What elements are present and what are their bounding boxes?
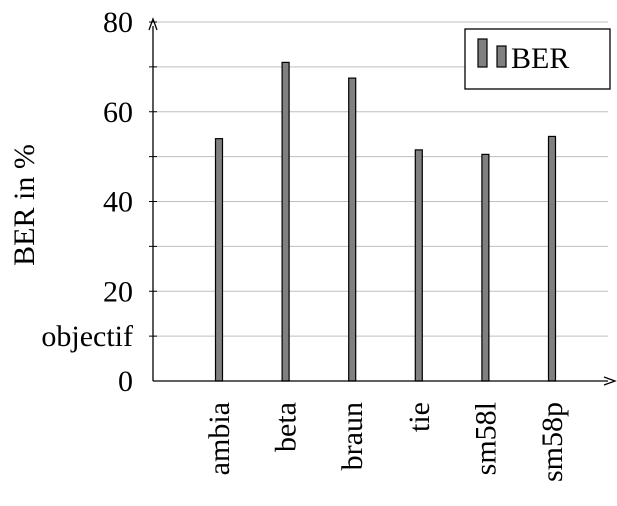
x-tick-labels: ambia beta braun tie sm58l sm58p: [203, 402, 569, 482]
annotations: objectif: [41, 320, 133, 353]
y-tick-label: 20: [103, 275, 133, 308]
bar-tie: [414, 149, 423, 382]
y-tick-label: 0: [118, 365, 133, 398]
x-tick-label: braun: [336, 402, 369, 470]
y-axis-arrow: [148, 17, 158, 31]
bar-sm58l: [481, 153, 490, 382]
y-tick-labels: 0 20 40 60 80: [103, 6, 133, 398]
legend-swatch: [477, 38, 488, 68]
x-tick-label: sm58p: [536, 402, 569, 482]
x-tick-label: beta: [270, 402, 303, 452]
legend-label: BER: [511, 42, 569, 75]
x-tick-label: sm58l: [469, 402, 502, 475]
y-tick-label: 80: [103, 6, 133, 39]
legend-box: [464, 28, 611, 90]
x-tick-label: tie: [403, 402, 436, 432]
bar-beta: [281, 61, 290, 382]
y-axis-label: BER in %: [8, 144, 41, 266]
x-tick-label: ambia: [203, 402, 236, 475]
bar-braun: [348, 77, 357, 382]
bar-sm58p: [547, 135, 557, 382]
bars: [214, 61, 557, 382]
bar-ambia: [214, 138, 224, 382]
y-tick-label: 40: [103, 186, 133, 219]
legend: BER: [464, 28, 611, 90]
annotation-label: objectif: [41, 320, 133, 353]
legend-swatch: [496, 45, 507, 68]
axes: [148, 17, 617, 386]
y-tick-label: 60: [103, 96, 133, 129]
x-axis-arrow: [603, 376, 617, 386]
